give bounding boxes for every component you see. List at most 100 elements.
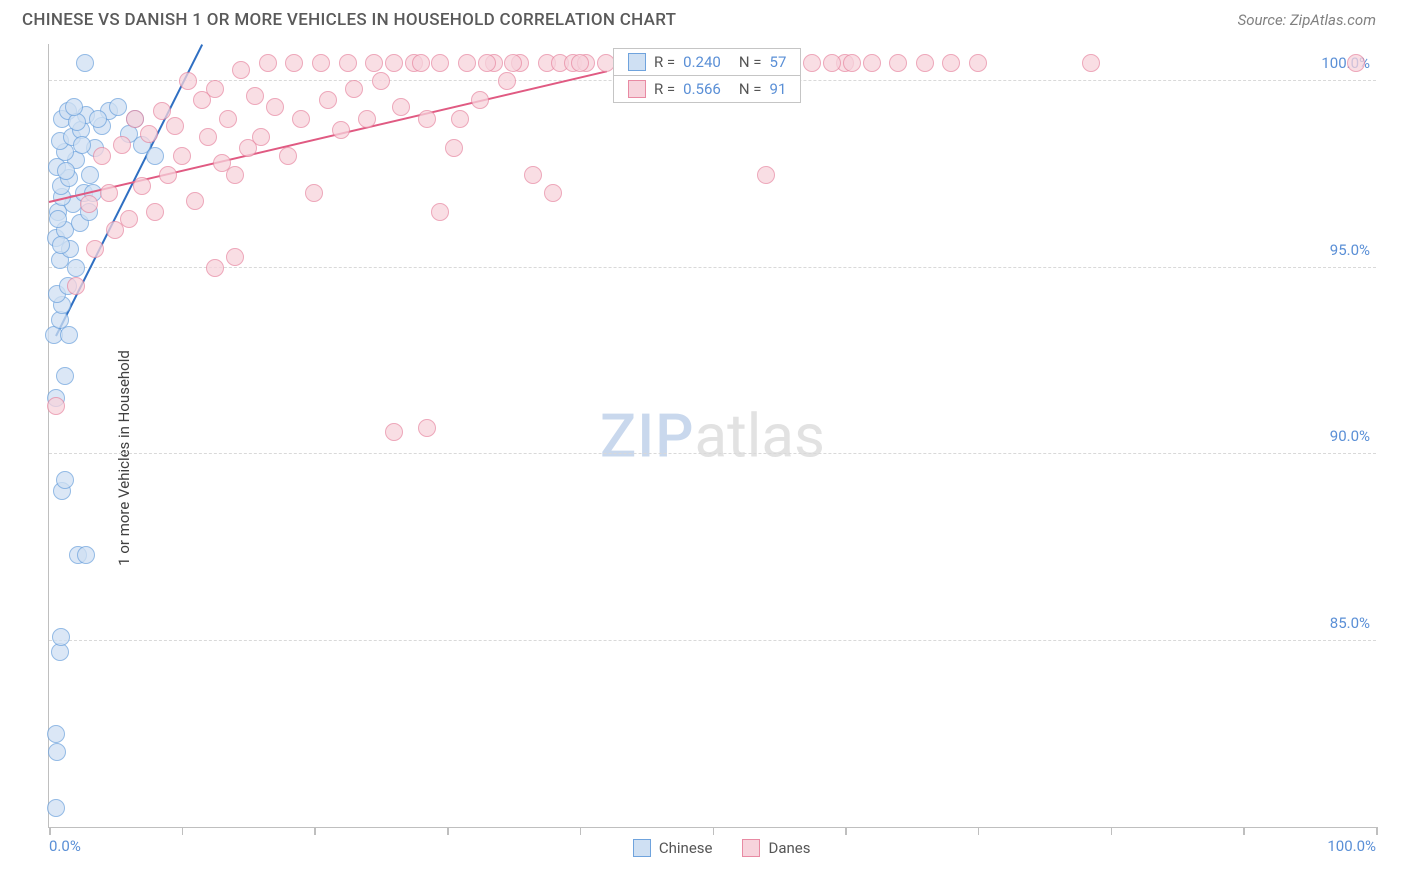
- data-point: [279, 147, 297, 165]
- data-point: [153, 102, 171, 120]
- data-point: [969, 54, 987, 72]
- series-legend-item: Chinese: [633, 839, 713, 857]
- data-point: [757, 166, 775, 184]
- data-point: [133, 177, 151, 195]
- correlation-legend: R =0.240N =57R =0.566N =91: [613, 48, 801, 103]
- data-point: [285, 54, 303, 72]
- data-point: [544, 184, 562, 202]
- x-tick: [182, 827, 184, 835]
- y-tick-label: 85.0%: [1330, 614, 1370, 632]
- watermark: ZIPatlas: [600, 400, 825, 471]
- data-point: [305, 184, 323, 202]
- legend-n-value: 57: [770, 53, 787, 71]
- data-point: [571, 54, 589, 72]
- data-point: [365, 54, 383, 72]
- x-tick: [1376, 827, 1378, 835]
- data-point: [458, 54, 476, 72]
- series-legend-item: Danes: [742, 839, 810, 857]
- x-tick: [713, 827, 715, 835]
- data-point: [863, 54, 881, 72]
- data-point: [385, 54, 403, 72]
- data-point: [312, 54, 330, 72]
- y-tick-label: 90.0%: [1330, 427, 1370, 445]
- gridline: [49, 267, 1376, 268]
- watermark-left: ZIP: [600, 400, 694, 471]
- data-point: [498, 72, 516, 90]
- data-point: [392, 98, 410, 116]
- x-tick: [580, 827, 582, 835]
- legend-n-value: 91: [770, 80, 787, 98]
- data-point: [451, 110, 469, 128]
- data-point: [67, 259, 85, 277]
- legend-swatch: [628, 53, 646, 71]
- data-point: [73, 136, 91, 154]
- data-point: [166, 117, 184, 135]
- data-point: [113, 136, 131, 154]
- data-point: [120, 210, 138, 228]
- data-point: [372, 72, 390, 90]
- data-point: [1082, 54, 1100, 72]
- data-point: [57, 162, 75, 180]
- data-point: [146, 147, 164, 165]
- data-point: [60, 326, 78, 344]
- data-point: [146, 203, 164, 221]
- data-point: [412, 54, 430, 72]
- data-point: [226, 248, 244, 266]
- x-tick-label: 0.0%: [49, 837, 81, 855]
- x-tick: [978, 827, 980, 835]
- data-point: [65, 98, 83, 116]
- data-point: [47, 725, 65, 743]
- data-point: [48, 743, 66, 761]
- data-point: [431, 203, 449, 221]
- data-point: [80, 195, 98, 213]
- data-point: [68, 113, 86, 131]
- series-legend-label: Danes: [768, 839, 810, 857]
- watermark-right: atlas: [695, 400, 825, 471]
- data-point: [89, 110, 107, 128]
- data-point: [916, 54, 934, 72]
- data-point: [126, 110, 144, 128]
- data-point: [49, 210, 67, 228]
- data-point: [206, 259, 224, 277]
- data-point: [345, 80, 363, 98]
- x-tick: [314, 827, 316, 835]
- data-point: [803, 54, 821, 72]
- data-point: [56, 367, 74, 385]
- x-tick: [447, 827, 449, 835]
- data-point: [431, 54, 449, 72]
- chart-container: 1 or more Vehicles in Household ZIPatlas…: [22, 44, 1376, 872]
- correlation-legend-row: R =0.566N =91: [614, 76, 800, 102]
- data-point: [889, 54, 907, 72]
- data-point: [81, 166, 99, 184]
- x-tick: [49, 827, 51, 835]
- gridline: [49, 640, 1376, 641]
- data-point: [159, 166, 177, 184]
- data-point: [339, 54, 357, 72]
- data-point: [100, 184, 118, 202]
- data-point: [186, 192, 204, 210]
- data-point: [232, 61, 250, 79]
- data-point: [385, 423, 403, 441]
- data-point: [52, 236, 70, 254]
- data-point: [445, 139, 463, 157]
- data-point: [471, 91, 489, 109]
- legend-n-label: N =: [739, 80, 762, 98]
- gridline: [49, 453, 1376, 454]
- data-point: [199, 128, 217, 146]
- legend-swatch: [633, 839, 651, 857]
- legend-swatch: [742, 839, 760, 857]
- data-point: [77, 546, 95, 564]
- data-point: [843, 54, 861, 72]
- x-tick: [845, 827, 847, 835]
- data-point: [504, 54, 522, 72]
- data-point: [524, 166, 542, 184]
- data-point: [252, 128, 270, 146]
- legend-r-label: R =: [654, 80, 675, 98]
- data-point: [76, 54, 94, 72]
- data-point: [140, 125, 158, 143]
- data-point: [292, 110, 310, 128]
- data-point: [93, 147, 111, 165]
- data-point: [86, 240, 104, 258]
- series-legend-label: Chinese: [659, 839, 713, 857]
- source-attribution: Source: ZipAtlas.com: [1238, 11, 1376, 29]
